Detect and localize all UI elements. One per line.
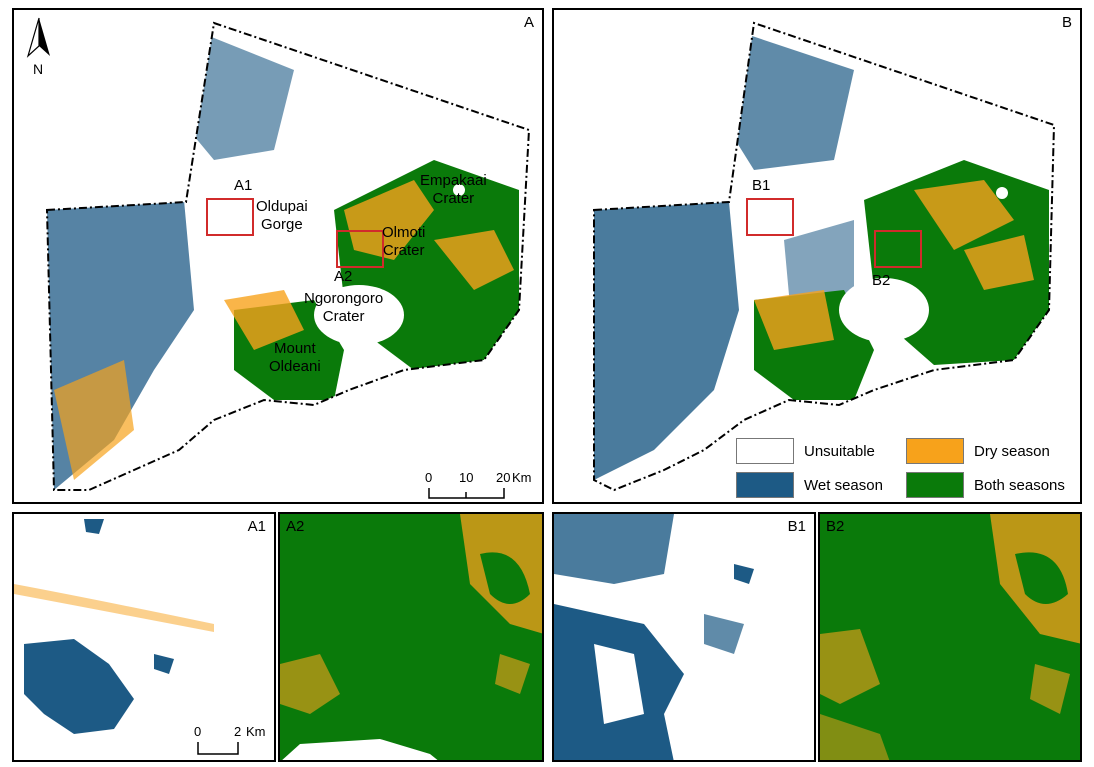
legend-swatch-wet (736, 472, 794, 498)
scale-main-tick-20: 20 (496, 470, 511, 485)
scale-main-unit: Km (512, 470, 532, 485)
inset-label-a2: A2 (334, 268, 353, 285)
scale-bar-main: 0 10 20 Km (424, 468, 534, 500)
inset-panel-a1: A1 0 2 Km (12, 512, 276, 762)
scale-main-tick-0: 0 (425, 470, 433, 485)
scale-inset-tick-0: 0 (194, 724, 202, 739)
north-arrow-icon (26, 17, 50, 58)
legend-label-dry: Dry season (974, 442, 1050, 460)
legend-label-wet: Wet season (804, 476, 883, 494)
inset-panel-b2: B2 (818, 512, 1082, 762)
inset-a2-canvas (280, 514, 542, 760)
inset-b2-canvas (820, 514, 1080, 760)
panel-label-b: B (1061, 14, 1072, 31)
inset-box-b2 (874, 230, 922, 268)
legend-swatch-both (906, 472, 964, 498)
place-ngorongoro-crater: Ngorongoro Crater (304, 290, 384, 325)
panel-label-a: A (523, 14, 534, 31)
scale-inset-tick-2: 2 (234, 724, 242, 739)
inset-label-b1: B1 (752, 177, 771, 194)
scale-bar-line (428, 488, 505, 499)
legend-item-dry: Dry season (906, 438, 1050, 464)
place-mount-oldeani: Mount Oldeani (269, 340, 321, 375)
place-empakaai-crater: Empakaai Crater (420, 172, 487, 207)
inset-a1-canvas (14, 514, 274, 760)
place-olmoti-crater: Olmoti Crater (382, 224, 426, 259)
inset-panel-b1: B1 (552, 512, 816, 762)
inset-box-b1 (746, 198, 794, 236)
inset-b1-canvas (554, 514, 814, 760)
panel-label-b1: B1 (787, 518, 806, 535)
map-a-canvas (45, 21, 531, 491)
inset-box-a2 (336, 230, 384, 268)
map-b-canvas (593, 21, 1056, 492)
legend: Unsuitable Dry season Wet season Both se… (736, 438, 1076, 502)
inset-box-a1 (206, 198, 254, 236)
legend-swatch-unsuitable (736, 438, 794, 464)
legend-item-unsuitable: Unsuitable (736, 438, 875, 464)
legend-swatch-dry (906, 438, 964, 464)
scale-inset-line (197, 742, 239, 755)
inset-label-a1: A1 (234, 177, 253, 194)
panel-label-a2: A2 (286, 518, 305, 535)
panel-label-a1: A1 (247, 518, 266, 535)
inset-panel-a2: A2 (278, 512, 544, 762)
place-oldupai-gorge: Oldupai Gorge (256, 198, 308, 233)
map-panel-a: A N A1 A2 Oldupai Gorge Empakaai Crater … (12, 8, 544, 504)
north-arrow-label: N (33, 61, 44, 77)
legend-label-both: Both seasons (974, 476, 1065, 494)
legend-item-wet: Wet season (736, 472, 883, 498)
north-arrow: N (24, 16, 54, 77)
legend-label-unsuitable: Unsuitable (804, 442, 875, 460)
legend-item-both: Both seasons (906, 472, 1065, 498)
scale-main-tick-10: 10 (459, 470, 474, 485)
map-panel-b: B B1 B2 Unsuitable Dry season Wet season… (552, 8, 1082, 504)
inset-label-b2: B2 (872, 272, 891, 289)
panel-label-b2: B2 (826, 518, 845, 535)
scale-bar-inset: 0 2 Km (194, 722, 274, 756)
scale-inset-unit: Km (246, 724, 266, 739)
